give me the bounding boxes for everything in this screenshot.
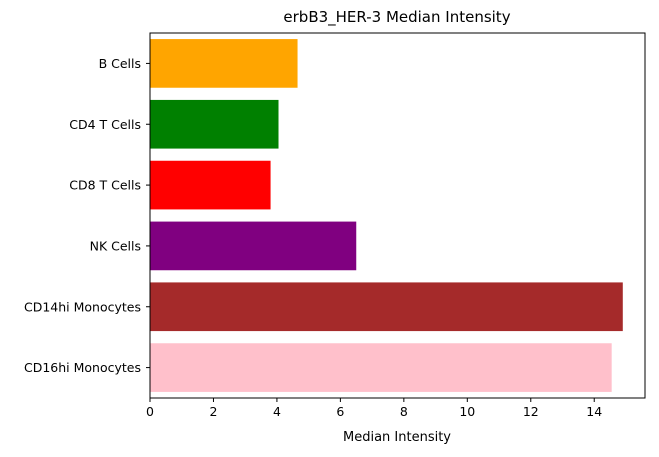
chart-title: erbB3_HER-3 Median Intensity xyxy=(283,8,510,27)
y-axis-ticks: B Cells CD4 T Cells CD8 T Cells NK Cells CD1… xyxy=(24,56,150,375)
y-tick-label: CD4 T Cells xyxy=(69,117,141,132)
x-tick-label: 12 xyxy=(523,404,539,419)
x-tick-label: 14 xyxy=(586,404,602,419)
plot-frame xyxy=(149,32,646,399)
x-tick-label: 10 xyxy=(459,404,475,419)
x-tick-label: 2 xyxy=(209,404,217,419)
bar-cd14hi-monocytes xyxy=(150,282,623,332)
bar-cd4-t-cells xyxy=(150,99,279,149)
bar-b-cells xyxy=(150,39,298,88)
bar-nk-cells xyxy=(150,221,357,271)
x-tick-label: 6 xyxy=(336,404,344,419)
y-tick-label: CD16hi Monocytes xyxy=(24,360,141,375)
bars-layer xyxy=(150,39,623,392)
y-tick-label: NK Cells xyxy=(90,238,141,253)
bar-cd16hi-monocytes xyxy=(150,343,612,392)
x-tick-label: 4 xyxy=(273,404,281,419)
x-axis-label: Median Intensity xyxy=(343,430,451,445)
y-tick-label: B Cells xyxy=(99,56,141,71)
bar-cd8-t-cells xyxy=(150,160,271,210)
x-tick-label: 0 xyxy=(146,404,154,419)
x-tick-label: 8 xyxy=(400,404,408,419)
y-tick-label: CD14hi Monocytes xyxy=(24,299,141,314)
x-axis-ticks: 0 2 4 6 8 10 12 14 xyxy=(146,398,602,419)
y-tick-label: CD8 T Cells xyxy=(69,178,141,193)
